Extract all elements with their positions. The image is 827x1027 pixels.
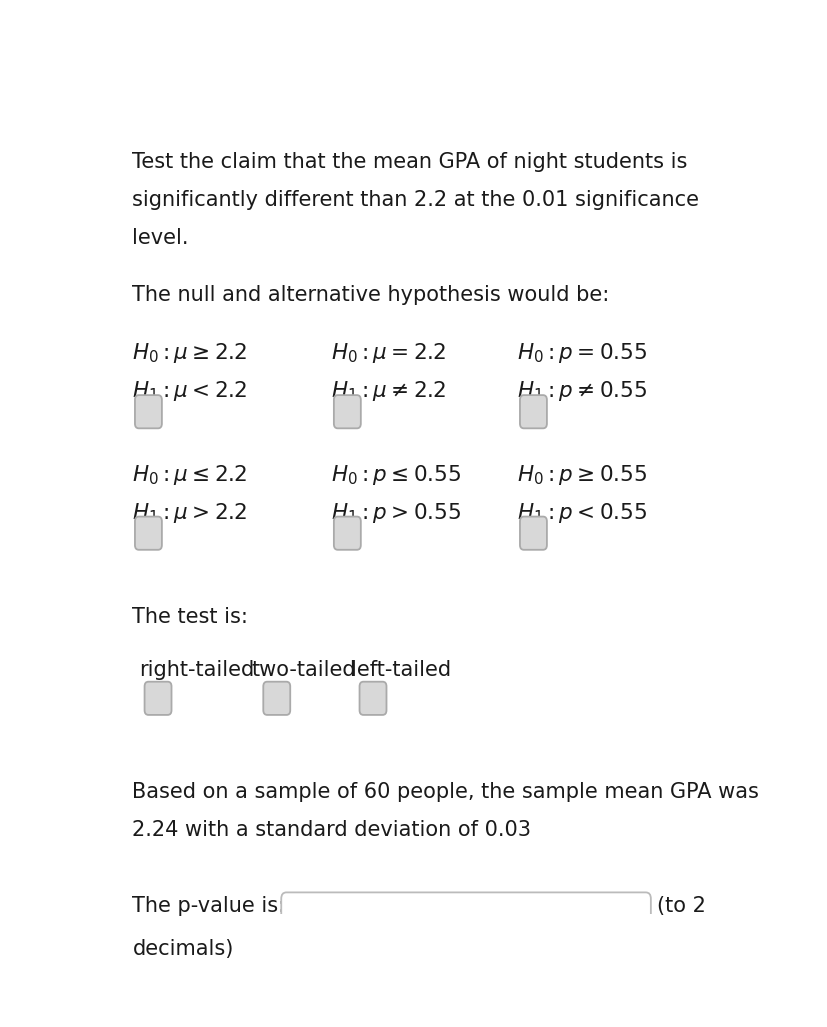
FancyBboxPatch shape xyxy=(281,892,650,938)
FancyBboxPatch shape xyxy=(359,682,386,715)
Text: $H_0:p = 0.55$: $H_0:p = 0.55$ xyxy=(517,342,647,366)
FancyBboxPatch shape xyxy=(333,517,361,549)
FancyBboxPatch shape xyxy=(519,517,547,549)
Text: The null and alternative hypothesis would be:: The null and alternative hypothesis woul… xyxy=(132,284,609,305)
Text: decimals): decimals) xyxy=(132,940,233,959)
FancyBboxPatch shape xyxy=(135,517,162,549)
Text: (to 2: (to 2 xyxy=(657,896,705,916)
Text: $H_0:\mu \geq 2.2$: $H_0:\mu \geq 2.2$ xyxy=(132,342,247,366)
Text: $H_0:p \geq 0.55$: $H_0:p \geq 0.55$ xyxy=(517,463,647,487)
FancyBboxPatch shape xyxy=(263,682,290,715)
Text: The p-value is:: The p-value is: xyxy=(132,896,285,916)
Text: significantly different than 2.2 at the 0.01 significance: significantly different than 2.2 at the … xyxy=(132,190,699,210)
Text: two-tailed: two-tailed xyxy=(251,660,356,680)
FancyBboxPatch shape xyxy=(145,682,171,715)
Text: $H_1:\mu \neq 2.2$: $H_1:\mu \neq 2.2$ xyxy=(331,379,446,404)
Text: $H_0:\mu = 2.2$: $H_0:\mu = 2.2$ xyxy=(331,342,446,366)
Text: Test the claim that the mean GPA of night students is: Test the claim that the mean GPA of nigh… xyxy=(132,152,687,172)
Text: Based on a sample of 60 people, the sample mean GPA was: Based on a sample of 60 people, the samp… xyxy=(132,782,758,802)
Text: $H_1:p < 0.55$: $H_1:p < 0.55$ xyxy=(517,501,647,525)
Text: left-tailed: left-tailed xyxy=(350,660,450,680)
Text: $H_1:p \neq 0.55$: $H_1:p \neq 0.55$ xyxy=(517,379,647,404)
Text: right-tailed: right-tailed xyxy=(139,660,254,680)
FancyBboxPatch shape xyxy=(519,395,547,428)
Text: level.: level. xyxy=(132,228,189,248)
Text: $H_0:\mu \leq 2.2$: $H_0:\mu \leq 2.2$ xyxy=(132,463,247,487)
Text: $H_0:p \leq 0.55$: $H_0:p \leq 0.55$ xyxy=(331,463,461,487)
Text: $H_1:\mu < 2.2$: $H_1:\mu < 2.2$ xyxy=(132,379,247,404)
Text: The test is:: The test is: xyxy=(132,607,248,627)
Text: $H_1:\mu > 2.2$: $H_1:\mu > 2.2$ xyxy=(132,501,247,525)
FancyBboxPatch shape xyxy=(135,395,162,428)
Text: 2.24 with a standard deviation of 0.03: 2.24 with a standard deviation of 0.03 xyxy=(132,820,531,840)
Text: $H_1:p > 0.55$: $H_1:p > 0.55$ xyxy=(331,501,461,525)
FancyBboxPatch shape xyxy=(333,395,361,428)
